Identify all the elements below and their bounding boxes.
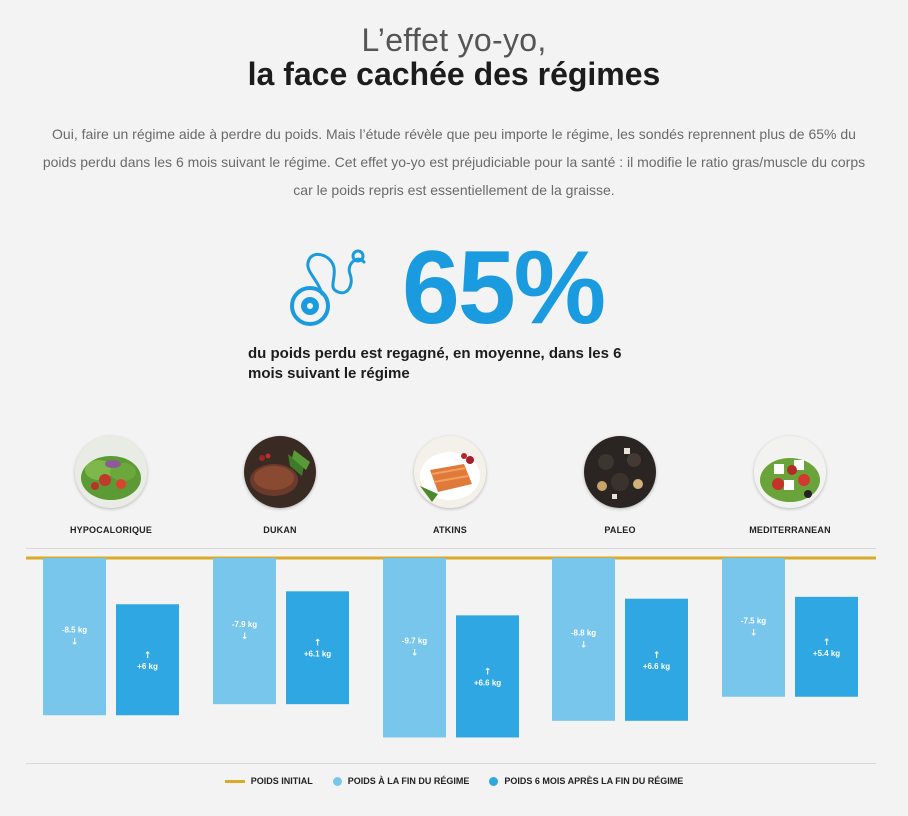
arrow-down-icon: ↓	[71, 638, 79, 648]
bar-label-loss: -7.5 kg	[741, 616, 766, 625]
bar-six-months-after	[116, 604, 179, 716]
bar-end-of-diet	[552, 558, 615, 721]
diet-column: MEDITERRANEAN	[720, 436, 860, 535]
legend-item-end: POIDS À LA FIN DU RÉGIME	[332, 776, 470, 786]
diet-photo-salmon	[414, 436, 486, 508]
bar-end-of-diet	[213, 558, 276, 705]
measuring-tape-icon	[290, 249, 366, 326]
bar-end-of-diet	[43, 558, 106, 716]
bar-six-months-after	[456, 615, 519, 738]
diet-column: HYPOCALORIQUE	[41, 436, 181, 535]
arrow-down-icon: ↓	[241, 632, 249, 642]
diet-photo-steak	[244, 436, 316, 508]
caption-line: du poids perdu est regagné, en moyenne, …	[248, 345, 622, 362]
title-light: L’effet yo-yo,	[361, 22, 547, 58]
legend-item-after: POIDS 6 MOIS APRÈS LA FIN DU RÉGIME	[489, 776, 683, 786]
bar-end-of-diet	[383, 558, 446, 738]
intro-line: poids perdu dans les 6 mois suivant le r…	[42, 154, 866, 170]
bar-label-gain: +5.4 kg	[813, 649, 840, 658]
legend-label: POIDS À LA FIN DU RÉGIME	[347, 776, 470, 786]
bar-label-gain: +6.6 kg	[643, 662, 670, 671]
bar-six-months-after	[625, 598, 688, 721]
bar-end-of-diet	[722, 558, 785, 697]
diet-photo-paleo	[584, 436, 656, 508]
intro-text: Oui, faire un régime aide à perdre du po…	[24, 120, 884, 204]
bar-label-loss: -9.7 kg	[402, 637, 427, 646]
diet-column: PALEO	[550, 436, 690, 535]
legend-swatch	[489, 776, 499, 786]
arrow-up-icon: ↑	[144, 651, 152, 661]
diet-label: ATKINS	[432, 525, 468, 535]
legend: POIDS INITIAL POIDS À LA FIN DU RÉGIME P…	[0, 776, 908, 786]
legend-label: POIDS 6 MOIS APRÈS LA FIN DU RÉGIME	[504, 776, 684, 786]
diet-label: PALEO	[604, 525, 636, 535]
diet-column: DUKAN	[210, 436, 350, 535]
bar-six-months-after	[286, 591, 349, 705]
diet-photo-salad	[75, 436, 147, 508]
arrow-up-icon: ↑	[314, 639, 322, 649]
divider	[26, 548, 876, 549]
intro-line: car le poids repris est essentiellement …	[293, 182, 615, 198]
caption-line: mois suivant le régime	[248, 365, 410, 382]
legend-swatch	[332, 776, 342, 786]
bar-label-gain: +6.6 kg	[474, 678, 501, 687]
intro-line: Oui, faire un régime aide à perdre du po…	[52, 126, 856, 142]
bar-label-loss: -7.9 kg	[232, 620, 257, 629]
yo-yo-chart: -8.5 kg↓↑+6 kg-7.9 kg↓↑+6.1 kg-9.7 kg↓↑+…	[26, 556, 876, 738]
bar-label-gain: +6.1 kg	[304, 650, 331, 659]
legend-swatch	[224, 779, 245, 783]
bar-label-gain: +6 kg	[137, 662, 158, 671]
arrow-down-icon: ↓	[411, 649, 419, 659]
bar-six-months-after	[795, 596, 858, 697]
divider	[26, 763, 876, 764]
bar-label-loss: -8.8 kg	[571, 628, 596, 637]
arrow-down-icon: ↓	[750, 628, 758, 638]
legend-label: POIDS INITIAL	[250, 776, 313, 786]
legend-item-initial: POIDS INITIAL	[224, 776, 313, 786]
arrow-up-icon: ↑	[484, 667, 492, 677]
diet-label: MEDITERRANEAN	[749, 525, 831, 535]
arrow-down-icon: ↓	[580, 640, 588, 650]
title-bold: la face cachée des régimes	[247, 56, 661, 92]
diet-column: ATKINS	[380, 436, 520, 535]
diet-label: DUKAN	[263, 525, 297, 535]
diet-label: HYPOCALORIQUE	[69, 525, 153, 535]
bar-label-loss: -8.5 kg	[62, 626, 87, 635]
arrow-up-icon: ↑	[823, 638, 831, 648]
big-caption: du poids perdu est regagné, en moyenne, …	[248, 344, 648, 384]
diet-photo-greek-salad	[754, 436, 826, 508]
big-percent: 65%	[402, 230, 606, 346]
arrow-up-icon: ↑	[653, 651, 661, 661]
